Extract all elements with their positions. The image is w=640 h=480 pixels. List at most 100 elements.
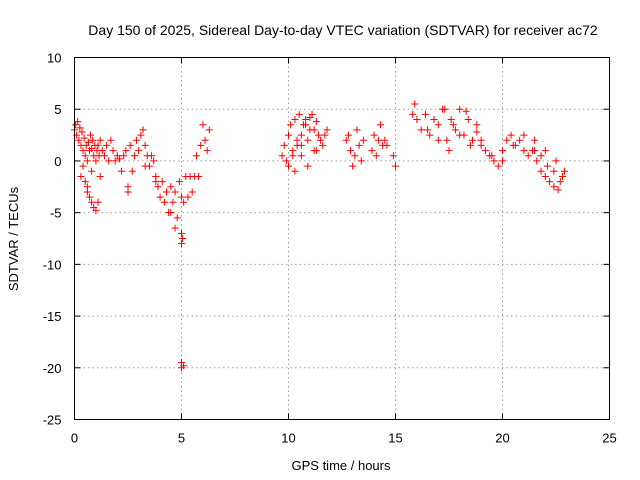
data-point (87, 131, 95, 139)
data-point (285, 131, 292, 139)
data-point (441, 105, 449, 113)
data-point (180, 198, 188, 206)
data-point (550, 183, 558, 191)
data-point (421, 110, 429, 118)
data-point (466, 141, 474, 149)
data-point (413, 116, 421, 124)
data-point (280, 141, 288, 149)
data-point (293, 141, 301, 149)
data-point (319, 141, 327, 149)
x-tick-label: 25 (602, 431, 616, 446)
data-point (353, 126, 361, 134)
data-point (78, 128, 86, 136)
data-point (126, 141, 134, 149)
data-point (561, 167, 569, 175)
data-point (195, 172, 203, 180)
data-point (81, 178, 89, 186)
data-point (464, 116, 472, 124)
y-tick-label: -20 (43, 361, 62, 376)
x-tick-label: 0 (71, 431, 78, 446)
y-tick-label: 10 (47, 51, 61, 66)
data-point (105, 157, 113, 165)
data-point (192, 152, 200, 160)
data-point (445, 147, 453, 155)
data-point (76, 124, 84, 132)
data-point (516, 136, 524, 144)
data-point (417, 126, 425, 134)
data-point (368, 147, 376, 155)
data-point (130, 152, 138, 160)
data-point (167, 183, 175, 191)
data-point (85, 193, 93, 201)
data-point (83, 157, 91, 165)
data-point (156, 193, 164, 201)
data-point (546, 178, 554, 186)
data-point (150, 157, 158, 165)
data-point (169, 198, 177, 206)
y-tick-label: 5 (54, 102, 61, 117)
data-point (100, 152, 108, 160)
y-tick-label: -5 (50, 206, 62, 221)
data-point (128, 167, 136, 175)
data-point (178, 229, 185, 237)
data-point (531, 147, 539, 155)
data-point (424, 126, 432, 134)
data-point (75, 136, 83, 144)
data-point (124, 183, 132, 191)
data-point (92, 157, 100, 165)
grid-layer (74, 57, 610, 420)
data-point (287, 121, 295, 129)
data-point (160, 198, 168, 206)
data-point (141, 162, 149, 170)
data-point (342, 136, 350, 144)
data-point (139, 126, 147, 134)
data-point (347, 147, 355, 155)
data-point (377, 121, 385, 129)
data-point (355, 141, 363, 149)
data-point (285, 162, 292, 170)
data-point (304, 162, 312, 170)
data-point (88, 167, 96, 175)
data-point (531, 136, 539, 144)
data-point (392, 162, 399, 170)
data-point (133, 136, 141, 144)
data-point (81, 152, 89, 160)
data-point (83, 183, 91, 191)
data-point (291, 116, 299, 124)
data-point (302, 121, 310, 129)
data-point (537, 152, 545, 160)
data-point (473, 128, 481, 136)
data-point (184, 193, 192, 201)
data-point (79, 147, 87, 155)
data-point (541, 147, 549, 155)
data-point (115, 155, 123, 163)
data-point (550, 167, 558, 175)
data-point (205, 126, 213, 134)
x-tick-label: 10 (281, 431, 295, 446)
data-point (381, 136, 389, 144)
data-point (543, 162, 551, 170)
data-point (74, 118, 82, 126)
data-point (481, 147, 489, 155)
data-point (137, 131, 145, 139)
data-point (312, 147, 320, 155)
data-point (135, 147, 143, 155)
chart-title: Day 150 of 2025, Sidereal Day-to-day VTE… (88, 22, 598, 38)
data-point (84, 138, 92, 146)
data-point (173, 214, 181, 222)
data-point (282, 157, 290, 165)
data-point (451, 126, 459, 134)
data-point (556, 178, 564, 186)
data-point (499, 157, 506, 165)
data-point (171, 224, 179, 232)
data-point (148, 152, 156, 160)
data-point (494, 162, 502, 170)
data-point (357, 157, 365, 165)
data-point (321, 131, 329, 139)
data-point (199, 121, 207, 129)
data-point (77, 172, 85, 180)
data-point (304, 136, 312, 144)
data-point (88, 198, 96, 206)
data-point (197, 141, 205, 149)
